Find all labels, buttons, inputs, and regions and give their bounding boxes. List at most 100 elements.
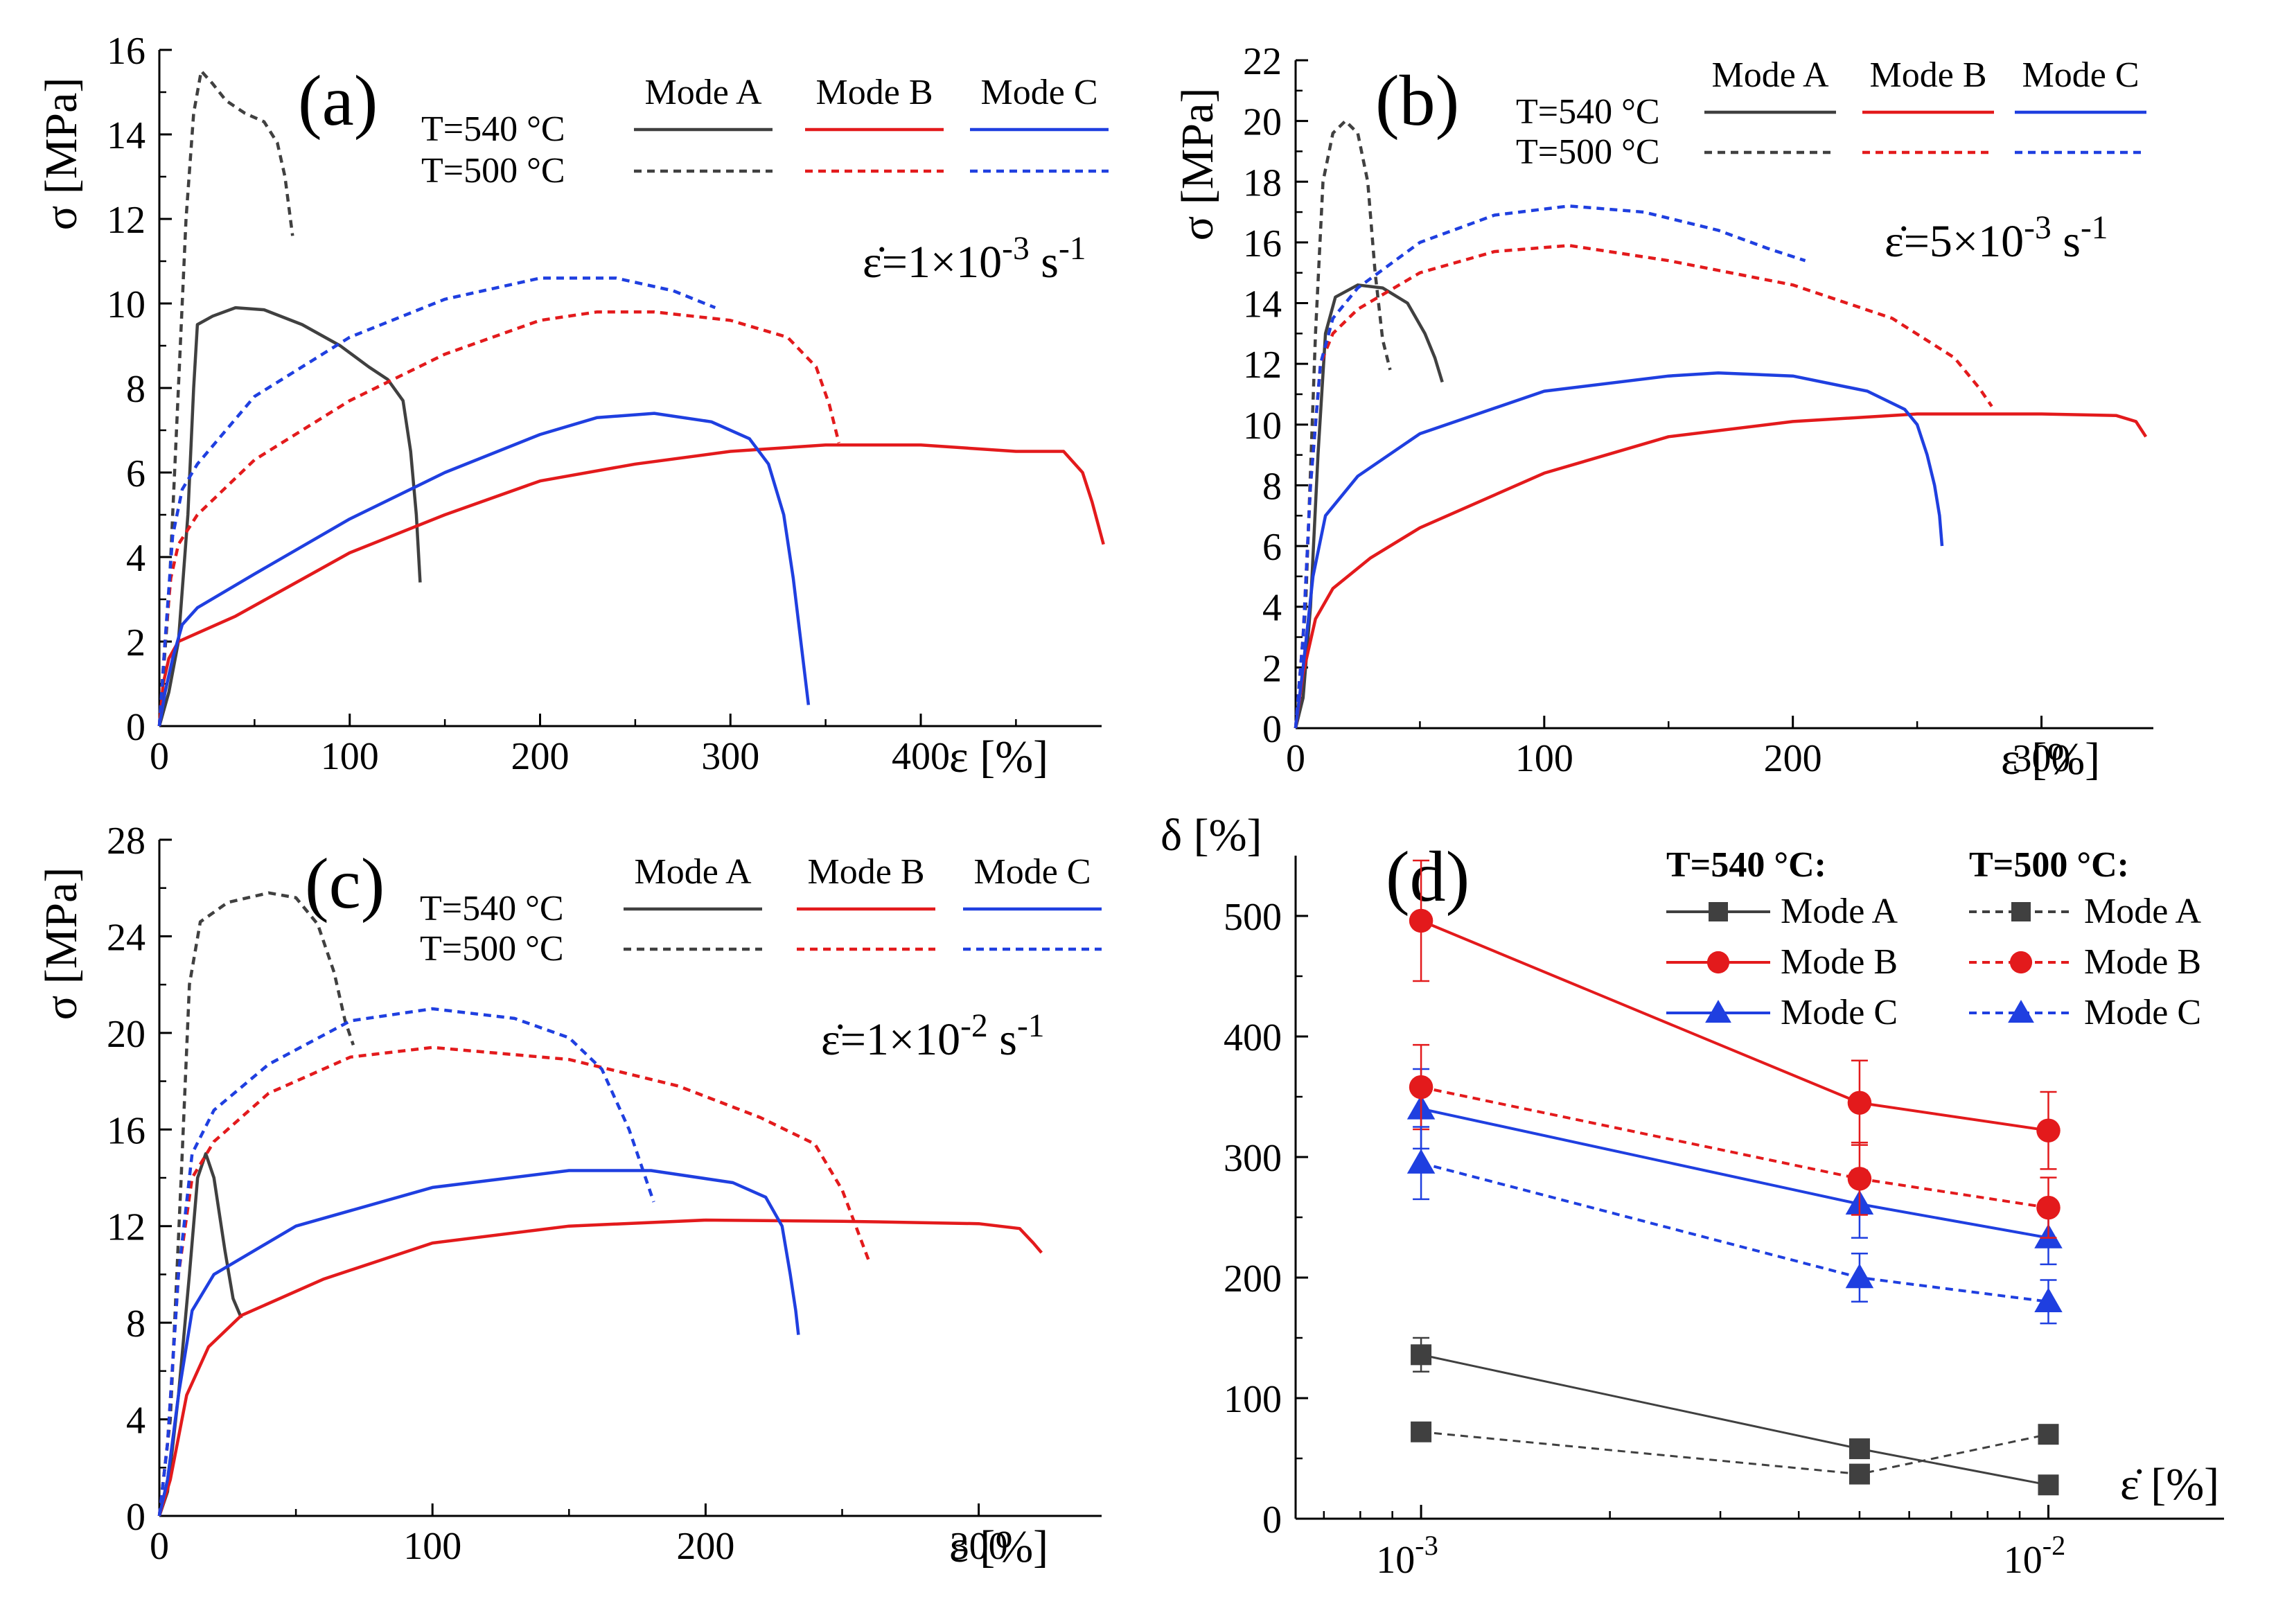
y-tick-label: 24 [107,916,145,959]
x-tick-exp: -3 [1415,1530,1438,1561]
y-tick-label: 16 [107,30,145,73]
y-tick-label: 6 [1262,526,1282,569]
strain-rate-unit: s [2052,216,2081,267]
y-tick-label: 12 [1243,344,1282,387]
series-line-mode-b-540c [1294,412,2148,729]
series-line-mode-a-500c [157,891,355,1517]
y-tick-label: 6 [126,452,145,495]
y-axis-label: σ [MPa] [36,78,87,231]
legend-label-mode-c-500c: Mode C [2084,993,2201,1032]
data-point-mode-c-500c [1845,1263,1874,1289]
x-tick-label: 10-2 [2004,1530,2066,1582]
legend-t540: T=540 °C [421,109,565,149]
series-line-mode-c-540c [157,1169,800,1517]
series-line-mode-c-500c [157,276,716,727]
legend-t500: T=500 °C [420,929,564,969]
y-tick-label: 4 [126,1400,145,1442]
data-point-mode-a-500c [2038,1424,2059,1445]
x-tick-label: 400 [892,735,950,778]
strain-rate-exp: -3 [2024,210,2052,246]
legend-t500: T=500 °C [1516,132,1660,172]
x-tick-base: 10 [2004,1539,2042,1582]
strain-rate-unit: s [988,1014,1017,1065]
series-line-mode-b-500c [157,310,840,727]
y-tick-label: 20 [1243,101,1282,144]
x-axis-label: ε [%] [949,732,1048,782]
y-tick-label: 4 [1262,587,1282,630]
series-line-mode-b-500c [1294,244,1993,729]
legend-t540: T=540 °C [420,889,564,928]
x-tick-label: 0 [1286,737,1305,780]
legend-marker-mode-a-500c [2011,902,2031,921]
y-axis-label: δ [%] [1161,810,1262,860]
series-line-mode-c-500c [157,1007,655,1517]
y-tick-label: 28 [107,820,145,863]
x-tick-label: 100 [1515,737,1573,780]
y-tick-label: 14 [107,114,145,157]
series-line-mode-c-540c [1294,371,1944,729]
y-axis-label: σ [MPa] [36,867,87,1021]
y-tick-label: 0 [126,1496,145,1539]
series-line-mode-b-500c [1420,1086,2049,1210]
legend-label-mode-b-500c: Mode B [2084,942,2201,982]
series-line-mode-b-540c [1420,919,2049,1132]
legend-label-mode-a-500c: Mode A [2084,892,2201,931]
legend-mode-c: Mode C [2022,55,2139,95]
panel-label: (a) [298,61,378,141]
y-tick-label: 18 [1243,161,1282,204]
data-point-mode-a-540c [1411,1344,1432,1366]
y-axis-label: σ [MPa] [1172,88,1223,241]
legend-marker-mode-c-500c [2008,1000,2034,1023]
y-tick-label: 0 [1262,1499,1282,1542]
y-tick-label: 10 [107,283,145,326]
y-tick-label: 16 [107,1109,145,1152]
strain-rate-exp: -3 [1002,231,1030,267]
legend-heading-500: T=500 °C: [1969,845,2129,885]
data-point-mode-c-500c [1406,1149,1436,1174]
x-tick-label: 100 [403,1525,461,1568]
legend-mode-b: Mode B [808,852,925,892]
y-tick-label: 8 [1262,465,1282,508]
strain-rate-label: ε̇=5×10-3 s-1 [1885,210,2108,267]
strain-rate-unit-exp: -1 [1017,1008,1045,1044]
panel-label: (d) [1386,837,1470,917]
series-line-mode-b-540c [157,443,1105,727]
y-tick-label: 400 [1224,1016,1282,1059]
y-tick-label: 20 [107,1013,145,1056]
panel-label: (b) [1375,61,1459,141]
series-line-mode-b-500c [157,1045,872,1517]
series-line-mode-a-500c [157,69,294,727]
data-point-mode-b-540c [2036,1118,2061,1142]
legend-marker-mode-a-540c [1709,902,1728,921]
y-tick-label: 16 [1243,222,1282,265]
data-point-mode-a-540c [1849,1438,1870,1460]
x-tick-label: 0 [150,735,169,778]
legend-marker-mode-b-540c [1706,951,1730,974]
data-point-mode-b-500c [1409,1075,1433,1100]
series-line-mode-b-540c [157,1218,1043,1517]
y-tick-label: 8 [126,368,145,411]
legend-mode-c: Mode C [981,73,1098,112]
series-line-mode-a-540c [157,306,422,727]
y-tick-label: 2 [126,621,145,664]
x-tick-label: 100 [321,735,379,778]
x-tick-label: 200 [511,735,569,778]
data-point-mode-b-500c [2036,1195,2061,1220]
y-tick-label: 300 [1224,1137,1282,1180]
y-tick-label: 0 [1262,708,1282,751]
panel-c-chart: 0 100 200 300 0 4 8 12 16 20 24 28 ε [%] σ [MPa] (c) ε̇… [36,820,1102,1572]
x-tick-exp: -2 [2042,1530,2066,1561]
x-tick-base: 10 [1376,1539,1415,1582]
panel-a-chart: 0 100 200 300 400 0 2 4 6 8 10 12 14 16 ε [%] σ [MPa] (a… [36,30,1109,782]
legend-mode-b: Mode B [816,73,933,112]
series-line-mode-c-500c [1420,1161,2049,1303]
y-tick-label: 12 [107,1206,145,1249]
strain-rate-unit-exp: -1 [2081,210,2108,246]
series-line-mode-c-500c [1294,204,1806,729]
legend-mode-a: Mode A [1712,55,1829,95]
y-tick-label: 4 [126,537,145,580]
y-tick-label: 100 [1224,1378,1282,1421]
legend-mode-b: Mode B [1870,55,1987,95]
